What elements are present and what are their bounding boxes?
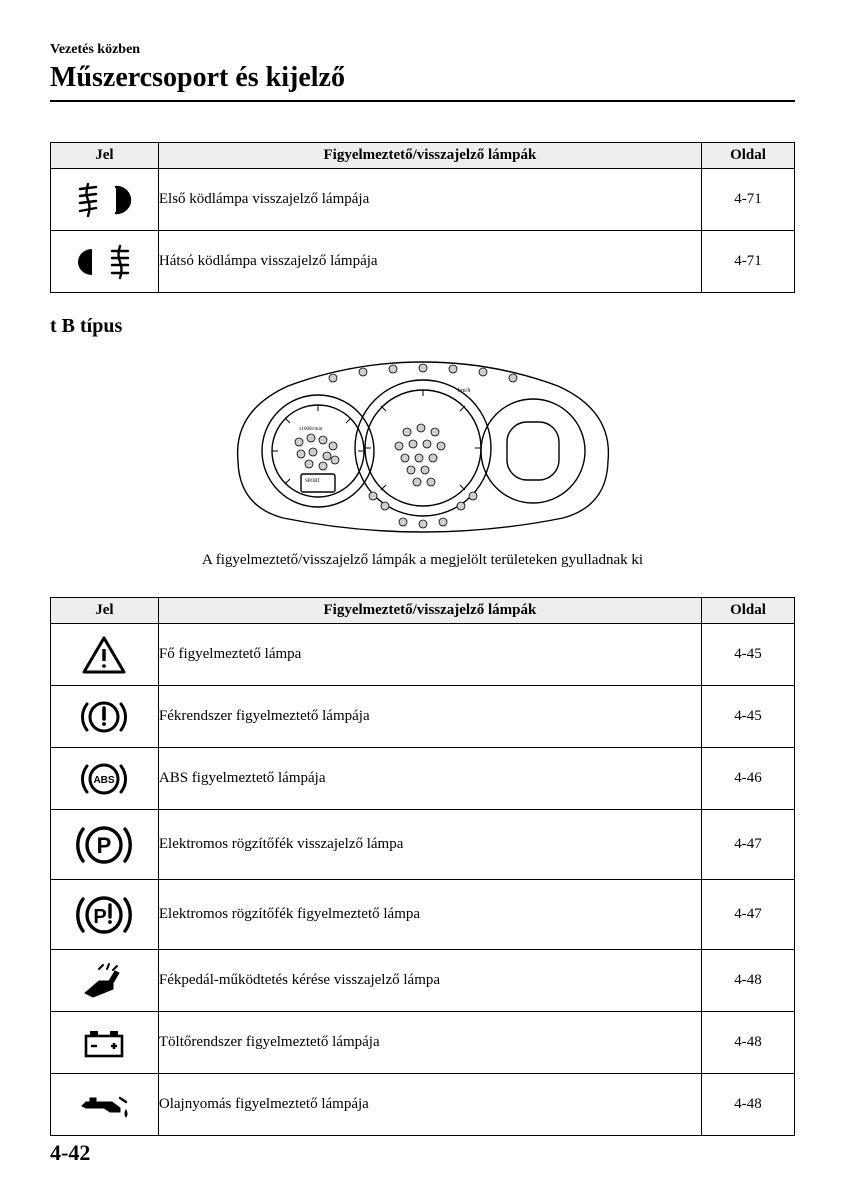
- table2-row5-page: 4-48: [701, 950, 794, 1012]
- svg-text:SPORT: SPORT: [305, 479, 320, 484]
- table2-row3-desc: Elektromos rögzítőfék visszajelző lámpa: [158, 810, 701, 880]
- table-row: Első ködlámpa visszajelző lámpája 4-71: [51, 169, 795, 231]
- table1-row0-desc: Első ködlámpa visszajelző lámpája: [158, 169, 701, 231]
- table1-header-icon: Jel: [51, 143, 159, 169]
- warning-table-1: Jel Figyelmeztető/visszajelző lámpák Old…: [50, 142, 795, 293]
- svg-text:P: P: [94, 906, 107, 928]
- table2-row0-desc: Fő figyelmeztető lámpa: [158, 624, 701, 686]
- table-row: Olajnyomás figyelmeztető lámpája 4-48: [51, 1074, 795, 1136]
- table-row: Fékpedál-működtetés kérése visszajelző l…: [51, 950, 795, 1012]
- table2-row3-page: 4-47: [701, 810, 794, 880]
- table2-row0-page: 4-45: [701, 624, 794, 686]
- brake-pedal-icon: [51, 950, 159, 1012]
- table-row: P Elektromos rögzítőfék visszajelző lámp…: [51, 810, 795, 880]
- table2-row5-desc: Fékpedál-működtetés kérése visszajelző l…: [158, 950, 701, 1012]
- table2-row4-page: 4-47: [701, 880, 794, 950]
- svg-text:ABS: ABS: [94, 775, 115, 786]
- battery-icon: [51, 1012, 159, 1074]
- page-number: 4-42: [50, 1140, 90, 1166]
- table2-header-page: Oldal: [701, 598, 794, 624]
- warning-table-2: Jel Figyelmeztető/visszajelző lámpák Old…: [50, 597, 795, 1136]
- table2-row7-page: 4-48: [701, 1074, 794, 1136]
- table-row: Fő figyelmeztető lámpa 4-45: [51, 624, 795, 686]
- cluster-caption: A figyelmeztető/visszajelző lámpák a meg…: [50, 552, 795, 569]
- table2-header-desc: Figyelmeztető/visszajelző lámpák: [158, 598, 701, 624]
- section-label: Vezetés közben: [50, 42, 795, 58]
- page-title: Műszercsoport és kijelző: [50, 62, 795, 94]
- subtype-heading: t B típus: [50, 315, 795, 338]
- epb-icon: P: [51, 810, 159, 880]
- table1-row0-page: 4-71: [701, 169, 794, 231]
- table2-row4-desc: Elektromos rögzítőfék figyelmeztető lámp…: [158, 880, 701, 950]
- table1-row1-page: 4-71: [701, 231, 794, 293]
- table2-row7-desc: Olajnyomás figyelmeztető lámpája: [158, 1074, 701, 1136]
- table2-row1-desc: Fékrendszer figyelmeztető lámpája: [158, 686, 701, 748]
- table1-row1-desc: Hátsó ködlámpa visszajelző lámpája: [158, 231, 701, 293]
- svg-text:P: P: [97, 833, 112, 858]
- table-row: Fékrendszer figyelmeztető lámpája 4-45: [51, 686, 795, 748]
- table2-row2-desc: ABS figyelmeztető lámpája: [158, 748, 701, 810]
- table1-header-page: Oldal: [701, 143, 794, 169]
- title-rule: [50, 100, 795, 102]
- table2-header-icon: Jel: [51, 598, 159, 624]
- master-warning-icon: [51, 624, 159, 686]
- svg-text:x1000r/min: x1000r/min: [299, 427, 323, 432]
- table1-header-desc: Figyelmeztető/visszajelző lámpák: [158, 143, 701, 169]
- instrument-cluster-diagram: x1000r/min SPORT km/h: [50, 356, 795, 536]
- epb-warning-icon: P: [51, 880, 159, 950]
- table2-row6-desc: Töltőrendszer figyelmeztető lámpája: [158, 1012, 701, 1074]
- table-row: Töltőrendszer figyelmeztető lámpája 4-48: [51, 1012, 795, 1074]
- table-row: ABS ABS figyelmeztető lámpája 4-46: [51, 748, 795, 810]
- abs-icon: ABS: [51, 748, 159, 810]
- table2-row1-page: 4-45: [701, 686, 794, 748]
- table-row: Hátsó ködlámpa visszajelző lámpája 4-71: [51, 231, 795, 293]
- svg-text:km/h: km/h: [458, 388, 470, 394]
- rear-fog-icon: [51, 231, 159, 293]
- table2-row6-page: 4-48: [701, 1012, 794, 1074]
- brake-system-icon: [51, 686, 159, 748]
- table-row: P Elektromos rögzítőfék figyelmeztető lá…: [51, 880, 795, 950]
- oil-pressure-icon: [51, 1074, 159, 1136]
- front-fog-icon: [51, 169, 159, 231]
- table2-row2-page: 4-46: [701, 748, 794, 810]
